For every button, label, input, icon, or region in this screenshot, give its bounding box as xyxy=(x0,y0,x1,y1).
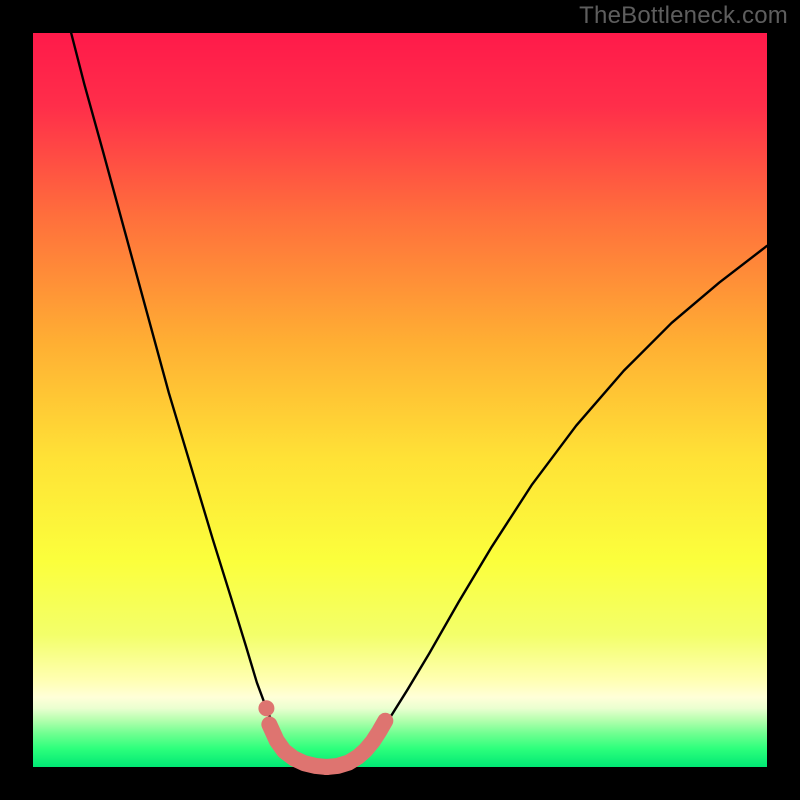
bottleneck-chart xyxy=(0,0,800,800)
highlight-dot xyxy=(258,700,274,716)
plot-area xyxy=(33,33,767,767)
watermark-text: TheBottleneck.com xyxy=(579,2,788,30)
chart-stage: TheBottleneck.com xyxy=(0,0,800,800)
